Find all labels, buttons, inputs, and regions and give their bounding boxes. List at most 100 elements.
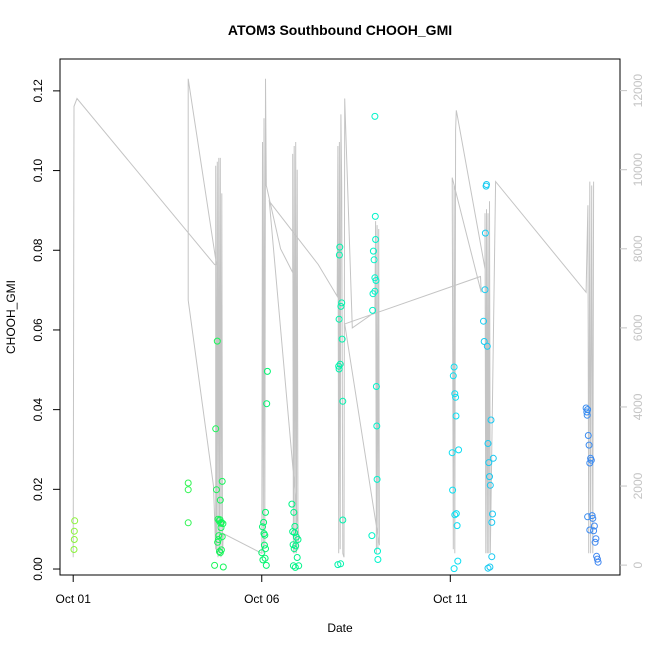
data-point bbox=[213, 486, 220, 494]
data-point bbox=[450, 565, 458, 573]
data-point bbox=[481, 286, 489, 294]
data-point bbox=[584, 513, 592, 521]
data-point bbox=[260, 518, 268, 526]
data-point bbox=[259, 556, 267, 564]
data-point bbox=[295, 562, 303, 570]
data-point bbox=[215, 532, 223, 540]
y2-tick-label: 0 bbox=[631, 561, 645, 568]
data-point bbox=[371, 212, 379, 220]
y-tick-label: 0.12 bbox=[31, 79, 45, 103]
data-point bbox=[593, 555, 601, 563]
data-point bbox=[263, 400, 271, 408]
data-point bbox=[339, 516, 347, 524]
data-point bbox=[591, 538, 599, 546]
data-point bbox=[184, 479, 192, 487]
y-tick-label: 0.02 bbox=[31, 477, 45, 501]
y-tick-label: 0.08 bbox=[31, 238, 45, 262]
data-point bbox=[372, 383, 380, 390]
data-point bbox=[451, 390, 459, 398]
data-point bbox=[588, 512, 596, 520]
data-point bbox=[216, 496, 224, 504]
data-point bbox=[373, 422, 381, 430]
x-tick-label: Oct 01 bbox=[56, 592, 92, 606]
data-point bbox=[290, 508, 298, 516]
data-point bbox=[587, 456, 595, 464]
data-point bbox=[291, 522, 299, 530]
data-point bbox=[288, 500, 296, 508]
data-point bbox=[291, 563, 299, 571]
data-point bbox=[337, 302, 345, 310]
data-point bbox=[258, 549, 266, 557]
data-point bbox=[368, 532, 376, 540]
data-point bbox=[71, 517, 79, 525]
data-point bbox=[262, 561, 270, 569]
data-point bbox=[289, 541, 297, 549]
data-point bbox=[216, 548, 223, 555]
data-point bbox=[219, 563, 227, 571]
data-point bbox=[259, 523, 266, 531]
altitude-track-line bbox=[72, 78, 595, 558]
data-point bbox=[452, 412, 460, 420]
data-point bbox=[453, 522, 461, 530]
data-point bbox=[70, 527, 78, 535]
data-point bbox=[293, 554, 301, 561]
data-point bbox=[370, 256, 378, 264]
data-point bbox=[213, 337, 221, 345]
data-point bbox=[335, 362, 343, 370]
data-point bbox=[449, 486, 457, 494]
data-point bbox=[335, 315, 343, 323]
data-point bbox=[369, 247, 377, 255]
data-point bbox=[371, 112, 379, 120]
y-axis-right: 0 2000 4000 6000 8000 10000 12000 bbox=[620, 74, 645, 568]
data-point bbox=[263, 367, 271, 375]
data-point bbox=[214, 538, 222, 546]
y2-tick-label: 4000 bbox=[631, 393, 645, 420]
data-points-layer bbox=[70, 112, 602, 573]
data-point bbox=[586, 526, 594, 534]
data-point bbox=[214, 536, 222, 543]
data-point bbox=[184, 486, 192, 494]
data-point bbox=[218, 477, 226, 485]
data-point bbox=[374, 547, 381, 555]
y-tick-label: 0.10 bbox=[31, 159, 45, 183]
data-point bbox=[217, 524, 225, 532]
data-point bbox=[486, 563, 494, 571]
y2-tick-label: 6000 bbox=[631, 314, 645, 341]
data-point bbox=[480, 317, 487, 325]
x-axis-label: Date bbox=[327, 621, 353, 635]
data-point bbox=[590, 527, 598, 535]
data-point bbox=[260, 530, 268, 538]
data-point bbox=[338, 335, 346, 343]
data-point bbox=[481, 229, 489, 237]
data-point bbox=[336, 360, 344, 368]
data-point bbox=[449, 372, 457, 380]
data-point bbox=[480, 338, 488, 345]
data-point bbox=[484, 564, 492, 572]
data-point bbox=[448, 449, 456, 457]
data-point bbox=[585, 441, 593, 449]
x-axis: Oct 01 Oct 06 Oct 11 bbox=[56, 574, 468, 606]
data-point bbox=[452, 393, 460, 401]
data-point bbox=[582, 404, 590, 412]
data-point bbox=[337, 560, 345, 568]
data-point bbox=[212, 425, 220, 433]
data-point bbox=[452, 510, 460, 518]
y-tick-label: 0.06 bbox=[31, 318, 45, 342]
data-point bbox=[369, 306, 377, 314]
data-point bbox=[485, 459, 493, 467]
data-point bbox=[335, 251, 343, 259]
data-point bbox=[584, 406, 592, 414]
data-point bbox=[374, 556, 382, 563]
data-point bbox=[486, 481, 494, 489]
data-point bbox=[338, 299, 346, 307]
y-tick-label: 0.00 bbox=[31, 557, 45, 581]
data-point bbox=[451, 511, 459, 519]
data-point bbox=[336, 243, 344, 251]
data-point bbox=[260, 541, 268, 549]
data-point bbox=[211, 561, 219, 569]
data-point bbox=[454, 557, 462, 565]
data-point bbox=[373, 475, 381, 483]
data-point bbox=[261, 554, 269, 562]
